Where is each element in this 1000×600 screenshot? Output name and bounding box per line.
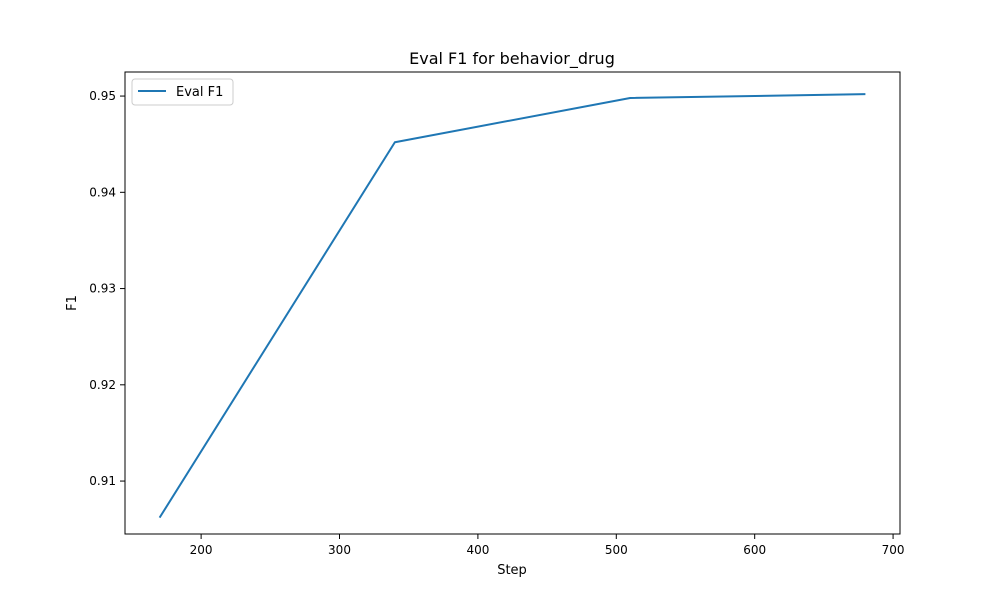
chart-title: Eval F1 for behavior_drug	[409, 49, 615, 69]
legend-box	[131, 78, 234, 106]
x-tick-label: 500	[605, 543, 628, 557]
legend-label-eval-f1: Eval F1	[176, 85, 223, 100]
x-axis: 200 300 400 500 600 700	[190, 534, 905, 557]
series-layer	[158, 93, 866, 519]
y-tick-label: 0.94	[89, 185, 116, 199]
y-tick-label: 0.93	[89, 282, 116, 296]
y-tick-label: 0.91	[89, 474, 116, 488]
plot-area-frame	[124, 71, 901, 535]
x-axis-label: Step	[497, 563, 527, 578]
series-line-eval-f1	[158, 93, 866, 519]
x-tick-label: 600	[743, 543, 766, 557]
y-tick-label: 0.95	[89, 89, 116, 103]
x-tick-label: 200	[190, 543, 213, 557]
y-axis-label: F1	[65, 295, 80, 311]
y-axis: 0.91 0.92 0.93 0.94 0.95	[89, 89, 125, 488]
x-tick-label: 400	[466, 543, 489, 557]
x-tick-label: 300	[328, 543, 351, 557]
legend: Eval F1	[131, 78, 234, 106]
y-tick-label: 0.92	[89, 378, 116, 392]
x-tick-label: 700	[882, 543, 905, 557]
